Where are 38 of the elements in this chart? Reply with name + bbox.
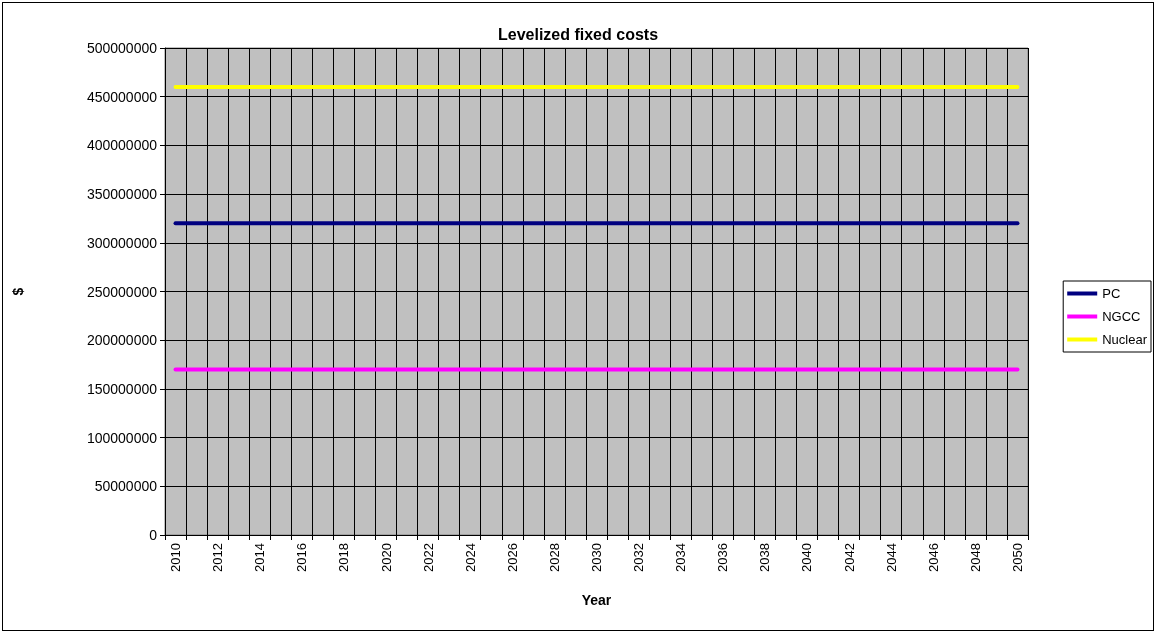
y-tick-label: 300000000: [86, 234, 158, 251]
chart-title: Levelized fixed costs: [497, 25, 659, 43]
x-tick-label: 2014: [252, 543, 268, 572]
x-tick-label: 2040: [799, 543, 815, 572]
legend-label: PC: [1102, 286, 1121, 301]
x-tick-label: 2020: [378, 543, 394, 572]
x-tick-label: 2034: [673, 543, 689, 572]
x-tick-label: 2018: [336, 543, 352, 572]
y-tick-label: 100000000: [86, 429, 158, 446]
x-tick-label: 2026: [504, 543, 520, 572]
y-tick-label: 50000000: [94, 478, 158, 495]
x-tick-label: 2038: [757, 543, 773, 572]
legend-label: NGCC: [1102, 309, 1141, 324]
x-tick-label: 2044: [883, 543, 899, 572]
y-tick-label: 250000000: [86, 283, 158, 300]
x-axis-title: Year: [581, 592, 612, 608]
x-tick-label: 2012: [210, 543, 226, 572]
y-tick-label: 150000000: [86, 380, 158, 397]
x-tick-label: 2022: [420, 543, 436, 572]
y-tick-label: 350000000: [86, 186, 158, 203]
x-tick-label: 2030: [589, 543, 604, 572]
y-tick-label: 450000000: [86, 88, 158, 105]
x-tick-label: 2024: [462, 543, 478, 572]
x-tick-label: 2032: [631, 543, 647, 572]
x-tick-label: 2036: [715, 543, 731, 572]
x-tick-label: 2046: [925, 543, 941, 572]
y-tick-label: 0: [149, 527, 158, 543]
x-tick-label: 2042: [841, 543, 857, 572]
x-tick-label: 2028: [546, 543, 562, 572]
x-tick-label: 2050: [1009, 543, 1025, 572]
x-tick-label: 2048: [967, 543, 983, 572]
x-tick-label: 2016: [294, 543, 310, 572]
x-tick-label: 2010: [168, 543, 184, 572]
y-axis-title: $: [10, 287, 26, 296]
y-tick-label: 200000000: [86, 332, 158, 349]
legend-label: Nuclear: [1102, 332, 1148, 347]
y-tick-label: 500000000: [86, 40, 158, 56]
y-tick-label: 400000000: [86, 137, 158, 154]
